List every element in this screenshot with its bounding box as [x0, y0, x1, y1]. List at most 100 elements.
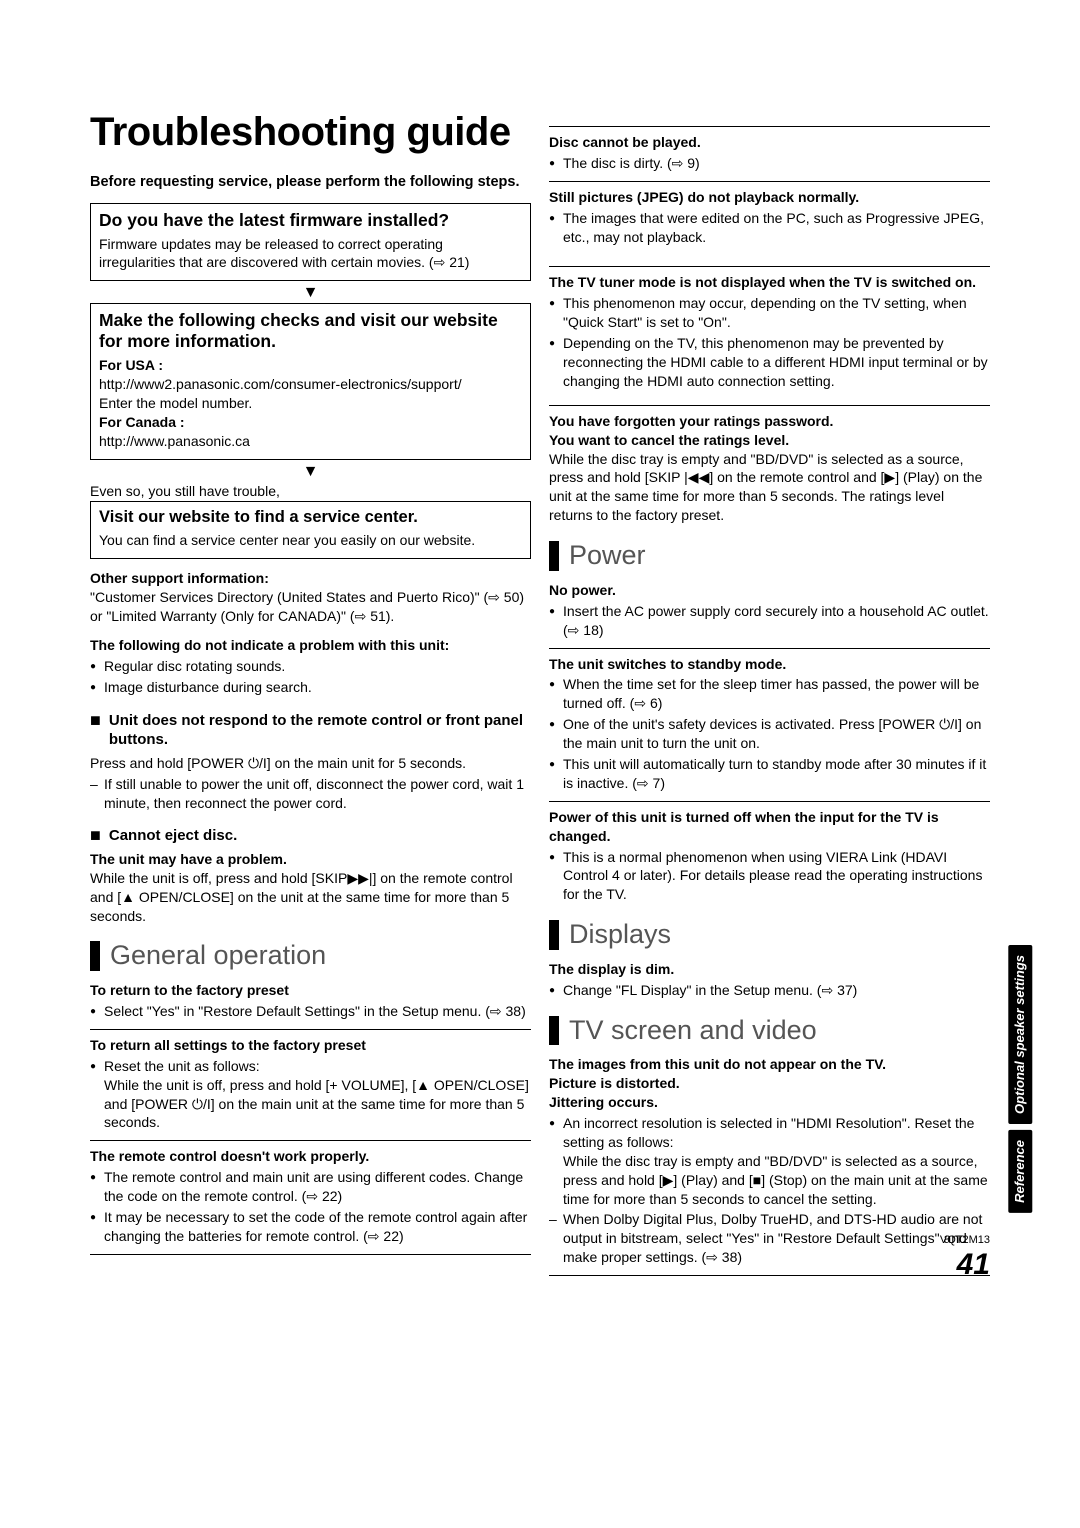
- two-column-layout: Troubleshooting guide Before requesting …: [90, 110, 990, 1282]
- intro-text: Before requesting service, please perfor…: [90, 173, 531, 193]
- list-item: This phenomenon may occur, depending on …: [549, 294, 990, 332]
- tv-item1: An incorrect resolution is selected in "…: [563, 1115, 974, 1150]
- divider: [549, 266, 990, 267]
- tuner-heading: The TV tuner mode is not displayed when …: [549, 273, 990, 292]
- divider: [549, 801, 990, 802]
- square-bullet-icon: ■: [90, 711, 101, 750]
- tv-h2: Picture is distorted.: [549, 1074, 990, 1093]
- divider: [90, 1140, 531, 1141]
- dim-list: Change "FL Display" in the Setup menu. (…: [549, 981, 990, 1000]
- divider: [90, 1029, 531, 1030]
- firmware-heading: Do you have the latest firmware installe…: [99, 210, 522, 231]
- list-item: Select "Yes" in "Restore Default Setting…: [90, 1002, 531, 1021]
- ratings-body: While the disc tray is empty and "BD/DVD…: [549, 450, 990, 526]
- list-item: The disc is dirty. (⇨ 9): [549, 154, 990, 173]
- general-operation-heading: General operation: [90, 941, 531, 971]
- jpeg-heading: Still pictures (JPEG) do not playback no…: [549, 188, 990, 207]
- service-center-box: Visit our website to find a service cent…: [90, 501, 531, 560]
- all-settings-heading: To return all settings to the factory pr…: [90, 1036, 531, 1055]
- ratings-heading1: You have forgotten your ratings password…: [549, 412, 990, 431]
- power-heading: Power: [549, 541, 990, 571]
- website-box: Make the following checks and visit our …: [90, 303, 531, 459]
- disc-heading: Disc cannot be played.: [549, 133, 990, 152]
- firmware-body: Firmware updates may be released to corr…: [99, 235, 522, 273]
- divider: [549, 181, 990, 182]
- divider: [549, 126, 990, 127]
- list-item: An incorrect resolution is selected in "…: [549, 1114, 990, 1208]
- cannot-eject-body: While the unit is off, press and hold [S…: [90, 869, 531, 926]
- unit-respond-list: If still unable to power the unit off, d…: [90, 775, 531, 813]
- displays-heading: Displays: [549, 920, 990, 950]
- list-item: When Dolby Digital Plus, Dolby TrueHD, a…: [549, 1210, 990, 1267]
- unit-respond-heading: ■ Unit does not respond to the remote co…: [90, 711, 531, 750]
- tv-h1: The images from this unit do not appear …: [549, 1055, 990, 1074]
- standby-list: When the time set for the sleep timer ha…: [549, 675, 990, 792]
- canada-label: For Canada :: [99, 413, 522, 432]
- list-item: Insert the AC power supply cord securely…: [549, 602, 990, 640]
- list-item: When the time set for the sleep timer ha…: [549, 675, 990, 713]
- input-changed-list: This is a normal phenomenon when using V…: [549, 848, 990, 905]
- divider: [549, 405, 990, 406]
- not-problem-list: Regular disc rotating sounds. Image dist…: [90, 657, 531, 697]
- divider: [549, 1275, 990, 1276]
- list-item: The images that were edited on the PC, s…: [549, 209, 990, 247]
- service-body: You can find a service center near you e…: [99, 531, 522, 550]
- factory-preset-list: Select "Yes" in "Restore Default Setting…: [90, 1002, 531, 1021]
- divider: [549, 648, 990, 649]
- cannot-eject-text: Cannot eject disc.: [109, 826, 237, 846]
- usa-label: For USA :: [99, 356, 522, 375]
- remote-list: The remote control and main unit are usi…: [90, 1168, 531, 1246]
- website-heading: Make the following checks and visit our …: [99, 310, 522, 352]
- list-item: This is a normal phenomenon when using V…: [549, 848, 990, 905]
- tab-optional-speaker: Optional speaker settings: [1008, 945, 1032, 1124]
- page-content: Troubleshooting guide Before requesting …: [0, 0, 1080, 1332]
- cannot-eject-heading: ■ Cannot eject disc.: [90, 826, 531, 846]
- list-item: Regular disc rotating sounds.: [90, 657, 531, 676]
- list-item: The remote control and main unit are usi…: [90, 1168, 531, 1206]
- canada-url: http://www.panasonic.ca: [99, 432, 522, 451]
- tv-list: An incorrect resolution is selected in "…: [549, 1114, 990, 1267]
- list-item: This unit will automatically turn to sta…: [549, 755, 990, 793]
- input-changed-heading: Power of this unit is turned off when th…: [549, 808, 990, 846]
- page-footer: VQT2M13 41: [940, 1234, 990, 1282]
- still-trouble-text: Even so, you still have trouble,: [90, 482, 531, 501]
- service-heading: Visit our website to find a service cent…: [99, 508, 522, 528]
- tuner-list: This phenomenon may occur, depending on …: [549, 294, 990, 390]
- all-settings-list: Reset the unit as follows: While the uni…: [90, 1057, 531, 1133]
- list-item: If still unable to power the unit off, d…: [90, 775, 531, 813]
- tab-reference: Reference: [1008, 1130, 1032, 1213]
- document-code: VQT2M13: [940, 1234, 990, 1246]
- factory-preset-heading: To return to the factory preset: [90, 981, 531, 1000]
- unit-respond-text: Unit does not respond to the remote cont…: [109, 711, 531, 750]
- no-power-heading: No power.: [549, 581, 990, 600]
- arrow-down-icon: ▼: [90, 464, 531, 480]
- jpeg-list: The images that were edited on the PC, s…: [549, 209, 990, 247]
- dim-heading: The display is dim.: [549, 960, 990, 979]
- firmware-box: Do you have the latest firmware installe…: [90, 203, 531, 282]
- ratings-heading2: You want to cancel the ratings level.: [549, 431, 990, 450]
- right-column: Disc cannot be played. The disc is dirty…: [549, 110, 990, 1282]
- disc-list: The disc is dirty. (⇨ 9): [549, 154, 990, 173]
- usa-url: http://www2.panasonic.com/consumer-elect…: [99, 375, 522, 394]
- arrow-down-icon: ▼: [90, 285, 531, 301]
- list-item: It may be necessary to set the code of t…: [90, 1208, 531, 1246]
- remote-heading: The remote control doesn't work properly…: [90, 1147, 531, 1166]
- usa-note: Enter the model number.: [99, 394, 522, 413]
- list-item: Reset the unit as follows: While the uni…: [90, 1057, 531, 1133]
- other-support-heading: Other support information:: [90, 569, 531, 588]
- tv-h3: Jittering occurs.: [549, 1093, 990, 1112]
- list-item: Depending on the TV, this phenomenon may…: [549, 334, 990, 391]
- other-support-body: "Customer Services Directory (United Sta…: [90, 588, 531, 626]
- tv-detail: While the disc tray is empty and "BD/DVD…: [563, 1153, 988, 1207]
- divider: [90, 1254, 531, 1255]
- list-item: Change "FL Display" in the Setup menu. (…: [549, 981, 990, 1000]
- tv-heading: TV screen and video: [549, 1016, 990, 1046]
- no-power-list: Insert the AC power supply cord securely…: [549, 602, 990, 640]
- all-settings-detail: While the unit is off, press and hold [+…: [104, 1077, 529, 1131]
- unit-respond-body: Press and hold [POWER ⏻/I] on the main u…: [90, 754, 531, 773]
- square-bullet-icon: ■: [90, 826, 101, 846]
- side-tabs: Optional speaker settings Reference: [1008, 945, 1032, 1213]
- page-title: Troubleshooting guide: [90, 110, 531, 155]
- not-problem-heading: The following do not indicate a problem …: [90, 636, 531, 655]
- list-item: Image disturbance during search.: [90, 678, 531, 697]
